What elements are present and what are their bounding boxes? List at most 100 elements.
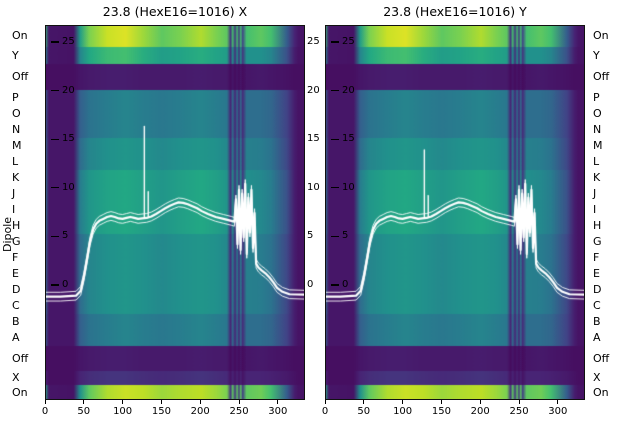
dipole-row-label-left: O [12, 107, 21, 120]
x-tick-label: 150 [431, 406, 451, 417]
dipole-row-label-right: P [593, 91, 600, 104]
dipole-row-label-left: H [12, 219, 21, 232]
dipole-row-label-right: C [593, 299, 601, 312]
dipole-row-label-right: Y [593, 48, 600, 62]
x-tick-mark [479, 400, 481, 404]
dipole-row-label-right: I [593, 203, 597, 216]
y-tick-label: 20 [342, 84, 355, 96]
y-tick-label-mirror: 20 [307, 84, 320, 96]
y-tick-label-mirror: 15 [307, 133, 320, 145]
y-tick-mark [331, 138, 339, 140]
x-tick-mark [199, 400, 201, 404]
x-tick-mark [277, 400, 279, 404]
x-tick-mark [518, 400, 520, 404]
dipole-row-label-right: O [593, 107, 602, 120]
y-tick-label: 5 [62, 230, 69, 242]
dipole-row-label-left: B [12, 315, 20, 328]
y-tick-mark [331, 41, 339, 43]
dipole-row-label-right: On [593, 29, 609, 42]
dipole-row-label-left: Y [12, 48, 19, 62]
y-tick-mark [51, 138, 59, 140]
x-tick-label: 100 [393, 406, 413, 417]
dipole-row-label-left: J [12, 187, 16, 200]
y-tick-mark [331, 187, 339, 189]
dipole-row-label-right: G [593, 235, 602, 248]
dipole-row-label-left: On [12, 29, 28, 42]
heatmap-plot-x [45, 25, 305, 400]
y-tick-mark [331, 89, 339, 92]
dipole-row-label-left: A [12, 331, 20, 344]
x-tick-mark [324, 400, 326, 404]
dipole-row-label-left: On [12, 385, 28, 399]
dipole-row-label-right: E [593, 267, 600, 280]
x-tick-label: 50 [77, 406, 91, 417]
x-tick-mark [363, 400, 365, 404]
x-tick-label: 50 [357, 406, 371, 417]
y-tick-label: 5 [342, 230, 349, 242]
x-tick-label: 250 [509, 406, 529, 417]
dipole-row-label-right: F [593, 251, 600, 264]
x-tick-label: 300 [268, 406, 288, 417]
dipole-row-label-left: X [12, 371, 20, 384]
dipole-row-label-left: G [12, 235, 21, 248]
x-tick-mark [440, 400, 442, 404]
y-tick-mark [51, 235, 59, 238]
heatmap-panel-x: 23.8 (HexE16=1016) X [45, 4, 305, 400]
x-tick-mark [122, 400, 124, 404]
x-tick-mark [238, 400, 240, 404]
x-tick-label: 250 [229, 406, 249, 417]
x-tick-label: 100 [113, 406, 133, 417]
x-tick-label: 200 [190, 406, 210, 417]
dipole-row-label-right: B [593, 315, 601, 328]
x-tick-label: 0 [321, 406, 329, 417]
y-tick-label: 10 [62, 181, 75, 193]
dipole-row-label-right: H [593, 219, 602, 232]
y-tick-label: 10 [342, 181, 355, 193]
dipole-row-label-right: Off [593, 70, 610, 83]
dipole-row-label-right: N [593, 123, 602, 136]
heatmap-plot-y [325, 25, 585, 400]
y-tick-label-mirror: 5 [307, 230, 314, 242]
dipole-row-label-right: M [593, 139, 603, 152]
y-tick-mark [51, 41, 59, 43]
panel-title-x: 23.8 (HexE16=1016) X [102, 4, 248, 19]
x-tick-label: 0 [41, 406, 49, 417]
dipole-row-label-left: C [12, 299, 20, 312]
dipole-row-label-right: D [593, 283, 602, 296]
x-tick-mark [44, 400, 46, 404]
x-tick-label: 150 [151, 406, 171, 417]
dipole-row-label-right: L [593, 155, 600, 168]
dipole-row-label-left: M [12, 139, 22, 152]
dipole-row-label-left: I [12, 203, 16, 216]
y-tick-mark [331, 284, 339, 286]
x-tick-mark [83, 400, 85, 404]
dipole-row-label-left: K [12, 171, 20, 184]
dipole-row-label-right: A [593, 331, 601, 344]
y-tick-mark [51, 89, 59, 92]
dipole-row-label-left: F [12, 251, 19, 264]
heatmap-panel-y: 23.8 (HexE16=1016) Y [325, 4, 585, 400]
y-tick-label: 0 [62, 279, 69, 290]
dipole-row-label-left: Off [12, 70, 29, 83]
dipole-row-label-right: Off [593, 351, 610, 365]
x-tick-mark [160, 400, 162, 404]
dipole-row-label-right: J [593, 187, 597, 200]
dipole-row-label-left: Off [12, 351, 29, 365]
y-tick-mark [51, 284, 59, 286]
y-tick-label: 20 [62, 84, 75, 96]
dipole-row-label-left: N [12, 123, 21, 136]
y-tick-label-mirror: 10 [307, 181, 320, 193]
y-tick-label: 0 [342, 279, 349, 290]
dipole-row-label-left: D [12, 283, 21, 296]
dipole-row-label-left: E [12, 267, 19, 280]
dipole-row-label-right: X [593, 371, 601, 384]
dipole-row-label-right: K [593, 171, 601, 184]
x-tick-label: 200 [470, 406, 490, 417]
x-tick-label: 300 [548, 406, 568, 417]
dipole-row-label-left: P [12, 91, 19, 104]
y-tick-label: 25 [342, 36, 355, 47]
x-tick-mark [557, 400, 559, 404]
y-tick-label-mirror: 0 [307, 279, 314, 290]
panel-title-y: 23.8 (HexE16=1016) Y [383, 4, 527, 19]
